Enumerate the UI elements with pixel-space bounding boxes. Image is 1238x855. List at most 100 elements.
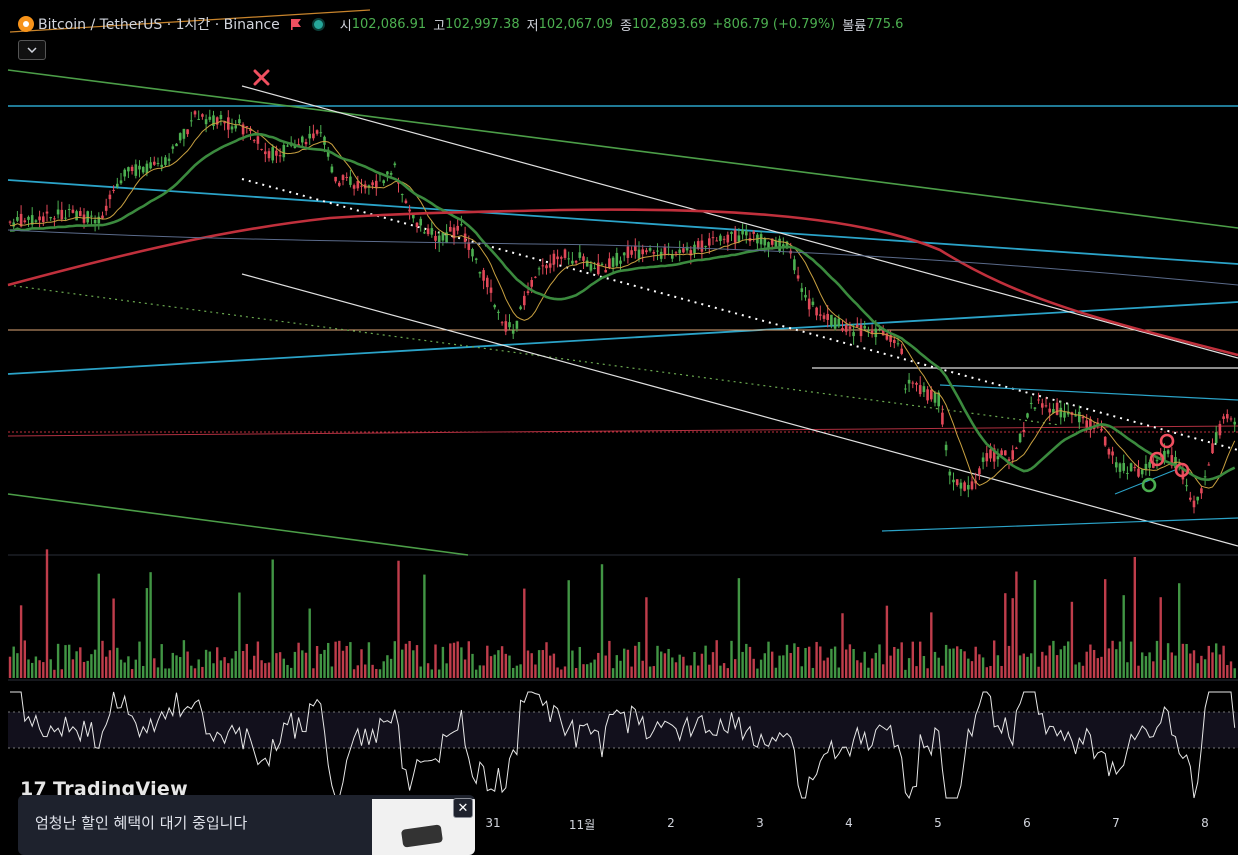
candle-body: [767, 242, 770, 250]
candle-body: [585, 260, 589, 267]
volume-bar: [1026, 656, 1029, 678]
volume-bar: [782, 655, 785, 678]
candle-body: [271, 147, 274, 161]
volume-bar: [811, 667, 815, 678]
volume-bar: [919, 641, 922, 678]
candle-body: [204, 119, 208, 125]
volume-bar: [693, 652, 696, 678]
moving-average-red[interactable]: [7, 208, 1238, 357]
volume-bar: [878, 644, 881, 678]
trend-line-orange-top[interactable]: [9, 9, 371, 33]
candle-body: [426, 228, 430, 235]
signal-markers[interactable]: [1141, 433, 1190, 493]
candle-body: [1163, 450, 1166, 463]
candle-body: [885, 333, 889, 340]
volume-bar: [160, 644, 163, 678]
candle-body: [319, 132, 323, 134]
flag-icon[interactable]: [290, 18, 302, 30]
trend-line-cyan-upper[interactable]: [7, 179, 1238, 265]
volume-bar: [1126, 662, 1129, 678]
candle-body: [415, 222, 419, 227]
trend-line-cyan-resistance[interactable]: [939, 384, 1238, 401]
oscillator-line[interactable]: [10, 691, 1236, 800]
volume-bar: [534, 664, 537, 678]
candle-body: [963, 482, 966, 491]
volume-bar: [1004, 593, 1007, 678]
sell-signal-circle[interactable]: [1174, 462, 1190, 478]
trend-line-red-thin[interactable]: [7, 425, 1238, 437]
candle-body: [759, 234, 763, 245]
candle-body: [1100, 428, 1103, 431]
candle-body: [256, 136, 260, 144]
candle-body: [1078, 411, 1081, 423]
volume-bar: [611, 668, 615, 678]
volume-bar: [730, 640, 733, 678]
volume-bar: [848, 644, 852, 678]
symbol-legend[interactable]: Bitcoin / TetherUS · 1시간 · Binance 시 102,…: [18, 14, 903, 34]
candle-body: [511, 330, 515, 334]
volume-bar: [1192, 650, 1196, 678]
buy-signal-circle[interactable]: [1141, 477, 1157, 493]
volume-bar: [486, 645, 489, 678]
trend-line-cyan-lower[interactable]: [7, 301, 1238, 375]
sell-signal-circle[interactable]: [1159, 433, 1175, 449]
volume-bar: [1222, 645, 1225, 678]
moving-average-thin[interactable]: [9, 120, 1236, 489]
candle-body: [400, 194, 404, 196]
candle-body: [93, 219, 97, 224]
symbol-title[interactable]: Bitcoin / TetherUS · 1시간 · Binance: [38, 17, 280, 33]
candle-body: [16, 217, 19, 221]
legend-collapse-button[interactable]: [18, 40, 46, 60]
candle-body: [874, 328, 878, 338]
volume-bar: [186, 651, 189, 678]
candle-body: [341, 175, 345, 181]
volume-bar: [1144, 656, 1148, 678]
moving-average-green[interactable]: [9, 132, 1236, 482]
volume-bar: [1074, 664, 1077, 678]
candle-body: [826, 313, 829, 320]
volume-bar: [667, 648, 670, 678]
candle-body: [915, 382, 918, 385]
volume-bar: [1107, 648, 1111, 678]
tradingview-logo[interactable]: 17 TradingView: [20, 778, 188, 800]
trend-line-green-upper[interactable]: [7, 69, 1238, 229]
candle-body: [312, 133, 315, 139]
volume-bar: [16, 653, 19, 678]
trend-line-green-lower[interactable]: [7, 493, 469, 556]
candle-body: [682, 248, 685, 253]
trend-line-cyan-support[interactable]: [881, 517, 1238, 532]
candle-body: [504, 321, 508, 332]
market-status-icon[interactable]: [311, 17, 325, 31]
volume-bar: [922, 656, 926, 678]
volume-bar: [789, 653, 792, 678]
candle-body: [334, 176, 337, 182]
sell-signal-circle[interactable]: [1149, 451, 1165, 467]
candle-body: [42, 216, 45, 222]
volume-bar: [260, 660, 263, 678]
candle-body: [863, 325, 866, 329]
candle-body: [234, 125, 237, 129]
cross-marker[interactable]: [253, 69, 270, 86]
volume-bar: [648, 666, 652, 678]
candle-body: [922, 386, 926, 393]
channel-line-white-upper[interactable]: [241, 85, 1238, 359]
channel-line-white-lower[interactable]: [241, 273, 1238, 547]
volume-bar: [419, 666, 422, 678]
candle-body: [545, 265, 548, 269]
volume-bar: [882, 664, 885, 678]
volume-bar: [426, 663, 430, 678]
candle-body: [249, 128, 252, 132]
volume-bar: [500, 646, 504, 678]
volume-bar: [778, 655, 781, 678]
volume-bar: [1085, 651, 1088, 678]
volume-bar: [937, 657, 940, 678]
candle-body: [86, 211, 89, 223]
volume-bar: [278, 652, 282, 678]
moving-average-slow[interactable]: [7, 229, 1238, 286]
candle-body: [149, 162, 152, 169]
promo-popup[interactable]: 엄청난 할인 혜택이 대기 중입니다: [18, 795, 475, 855]
promo-close-button[interactable]: ✕: [453, 798, 473, 818]
candle-body: [45, 211, 49, 214]
